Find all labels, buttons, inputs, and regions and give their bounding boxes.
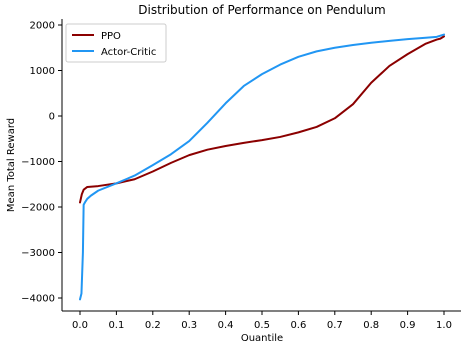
x-tick-label: 1.0 bbox=[436, 320, 452, 331]
x-axis-ticks: 0.0 0.1 0.2 0.3 0.4 0.5 0.6 0.7 0.8 0.9 1.0 bbox=[72, 311, 452, 331]
x-tick-label: 0.7 bbox=[327, 320, 343, 331]
x-axis-title: Quantile bbox=[241, 333, 283, 341]
legend-box bbox=[65, 23, 167, 63]
plot-area bbox=[61, 19, 461, 312]
series-line-actor-critic bbox=[79, 33, 445, 301]
y-tick-label: −4000 bbox=[21, 294, 55, 305]
y-tick-label: 2000 bbox=[30, 21, 55, 32]
x-tick-label: 0.2 bbox=[145, 320, 161, 331]
x-tick-label: 0.9 bbox=[400, 320, 416, 331]
x-tick-label: 0.5 bbox=[254, 320, 270, 331]
legend-label-ppo: PPO bbox=[101, 31, 121, 42]
series-lines bbox=[79, 33, 445, 301]
y-tick-label: −1000 bbox=[21, 157, 55, 168]
x-tick-label: 0.1 bbox=[108, 320, 124, 331]
x-tick-label: 0.3 bbox=[181, 320, 197, 331]
legend: PPO Actor-Critic bbox=[65, 23, 167, 63]
x-tick-label: 0.4 bbox=[218, 320, 234, 331]
x-tick-label: 0.6 bbox=[290, 320, 306, 331]
y-axis-title: Mean Total Reward bbox=[6, 118, 17, 212]
y-tick-label: 0 bbox=[49, 112, 55, 123]
y-axis-ticks: −4000 −3000 −2000 −1000 0 1000 2000 bbox=[21, 21, 62, 305]
series-line-ppo bbox=[79, 35, 445, 204]
chart-title: Distribution of Performance on Pendulum bbox=[138, 3, 385, 17]
x-tick-label: 0.8 bbox=[363, 320, 379, 331]
y-tick-label: −3000 bbox=[21, 248, 55, 259]
y-tick-label: 1000 bbox=[30, 66, 55, 77]
legend-label-actor-critic: Actor-Critic bbox=[101, 47, 156, 58]
x-tick-label: 0.0 bbox=[72, 320, 88, 331]
y-tick-label: −2000 bbox=[21, 203, 55, 214]
